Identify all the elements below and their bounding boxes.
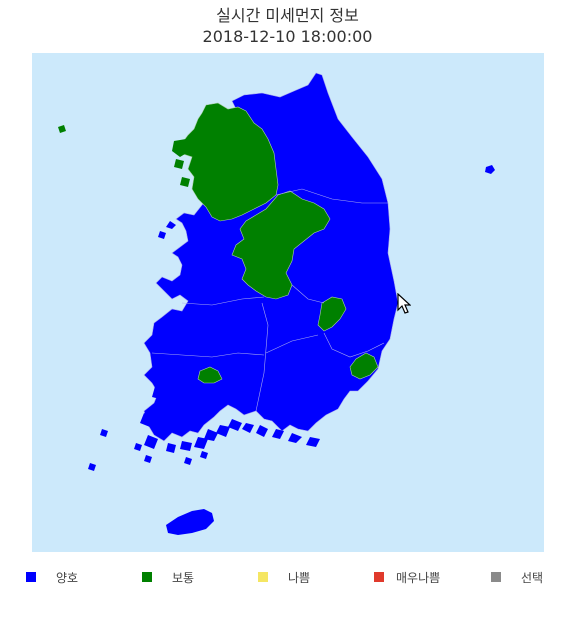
legend-item-bad[interactable]: 나쁨 — [258, 567, 310, 587]
timestamp: 2018-12-10 18:00:00 — [202, 27, 373, 46]
region-daegu-normal[interactable] — [317, 296, 347, 332]
region-central-normal[interactable] — [231, 190, 331, 300]
legend: 양호 보통 나쁨 매우나쁨 선택 — [0, 567, 575, 587]
legend-swatch-good — [26, 572, 36, 582]
legend-item-very-bad[interactable]: 매우나쁨 — [374, 567, 440, 587]
legend-label-bad: 나쁨 — [288, 571, 311, 585]
region-ulsan-normal[interactable] — [349, 352, 379, 380]
korea-map[interactable] — [32, 53, 544, 552]
page-title: 실시간 미세먼지 정보 — [216, 6, 359, 25]
legend-label-good: 양호 — [56, 571, 79, 585]
region-gwangju-normal[interactable] — [197, 366, 223, 384]
region-jeju[interactable] — [166, 509, 214, 535]
legend-label-very-bad: 매우나쁨 — [396, 571, 441, 585]
legend-item-selected[interactable]: 선택 — [491, 567, 543, 587]
region-borders — [151, 188, 388, 412]
mouse-pointer-icon — [397, 292, 412, 319]
region-ulleungdo[interactable] — [485, 165, 495, 174]
legend-swatch-bad — [258, 572, 268, 582]
map-area[interactable] — [32, 53, 544, 552]
legend-swatch-normal — [142, 572, 152, 582]
legend-item-normal[interactable]: 보통 — [142, 567, 194, 587]
legend-item-good[interactable]: 양호 — [26, 567, 78, 587]
legend-label-selected: 선택 — [521, 571, 544, 585]
legend-swatch-very-bad — [374, 572, 384, 582]
legend-label-normal: 보통 — [172, 571, 195, 585]
legend-swatch-selected — [491, 572, 501, 582]
